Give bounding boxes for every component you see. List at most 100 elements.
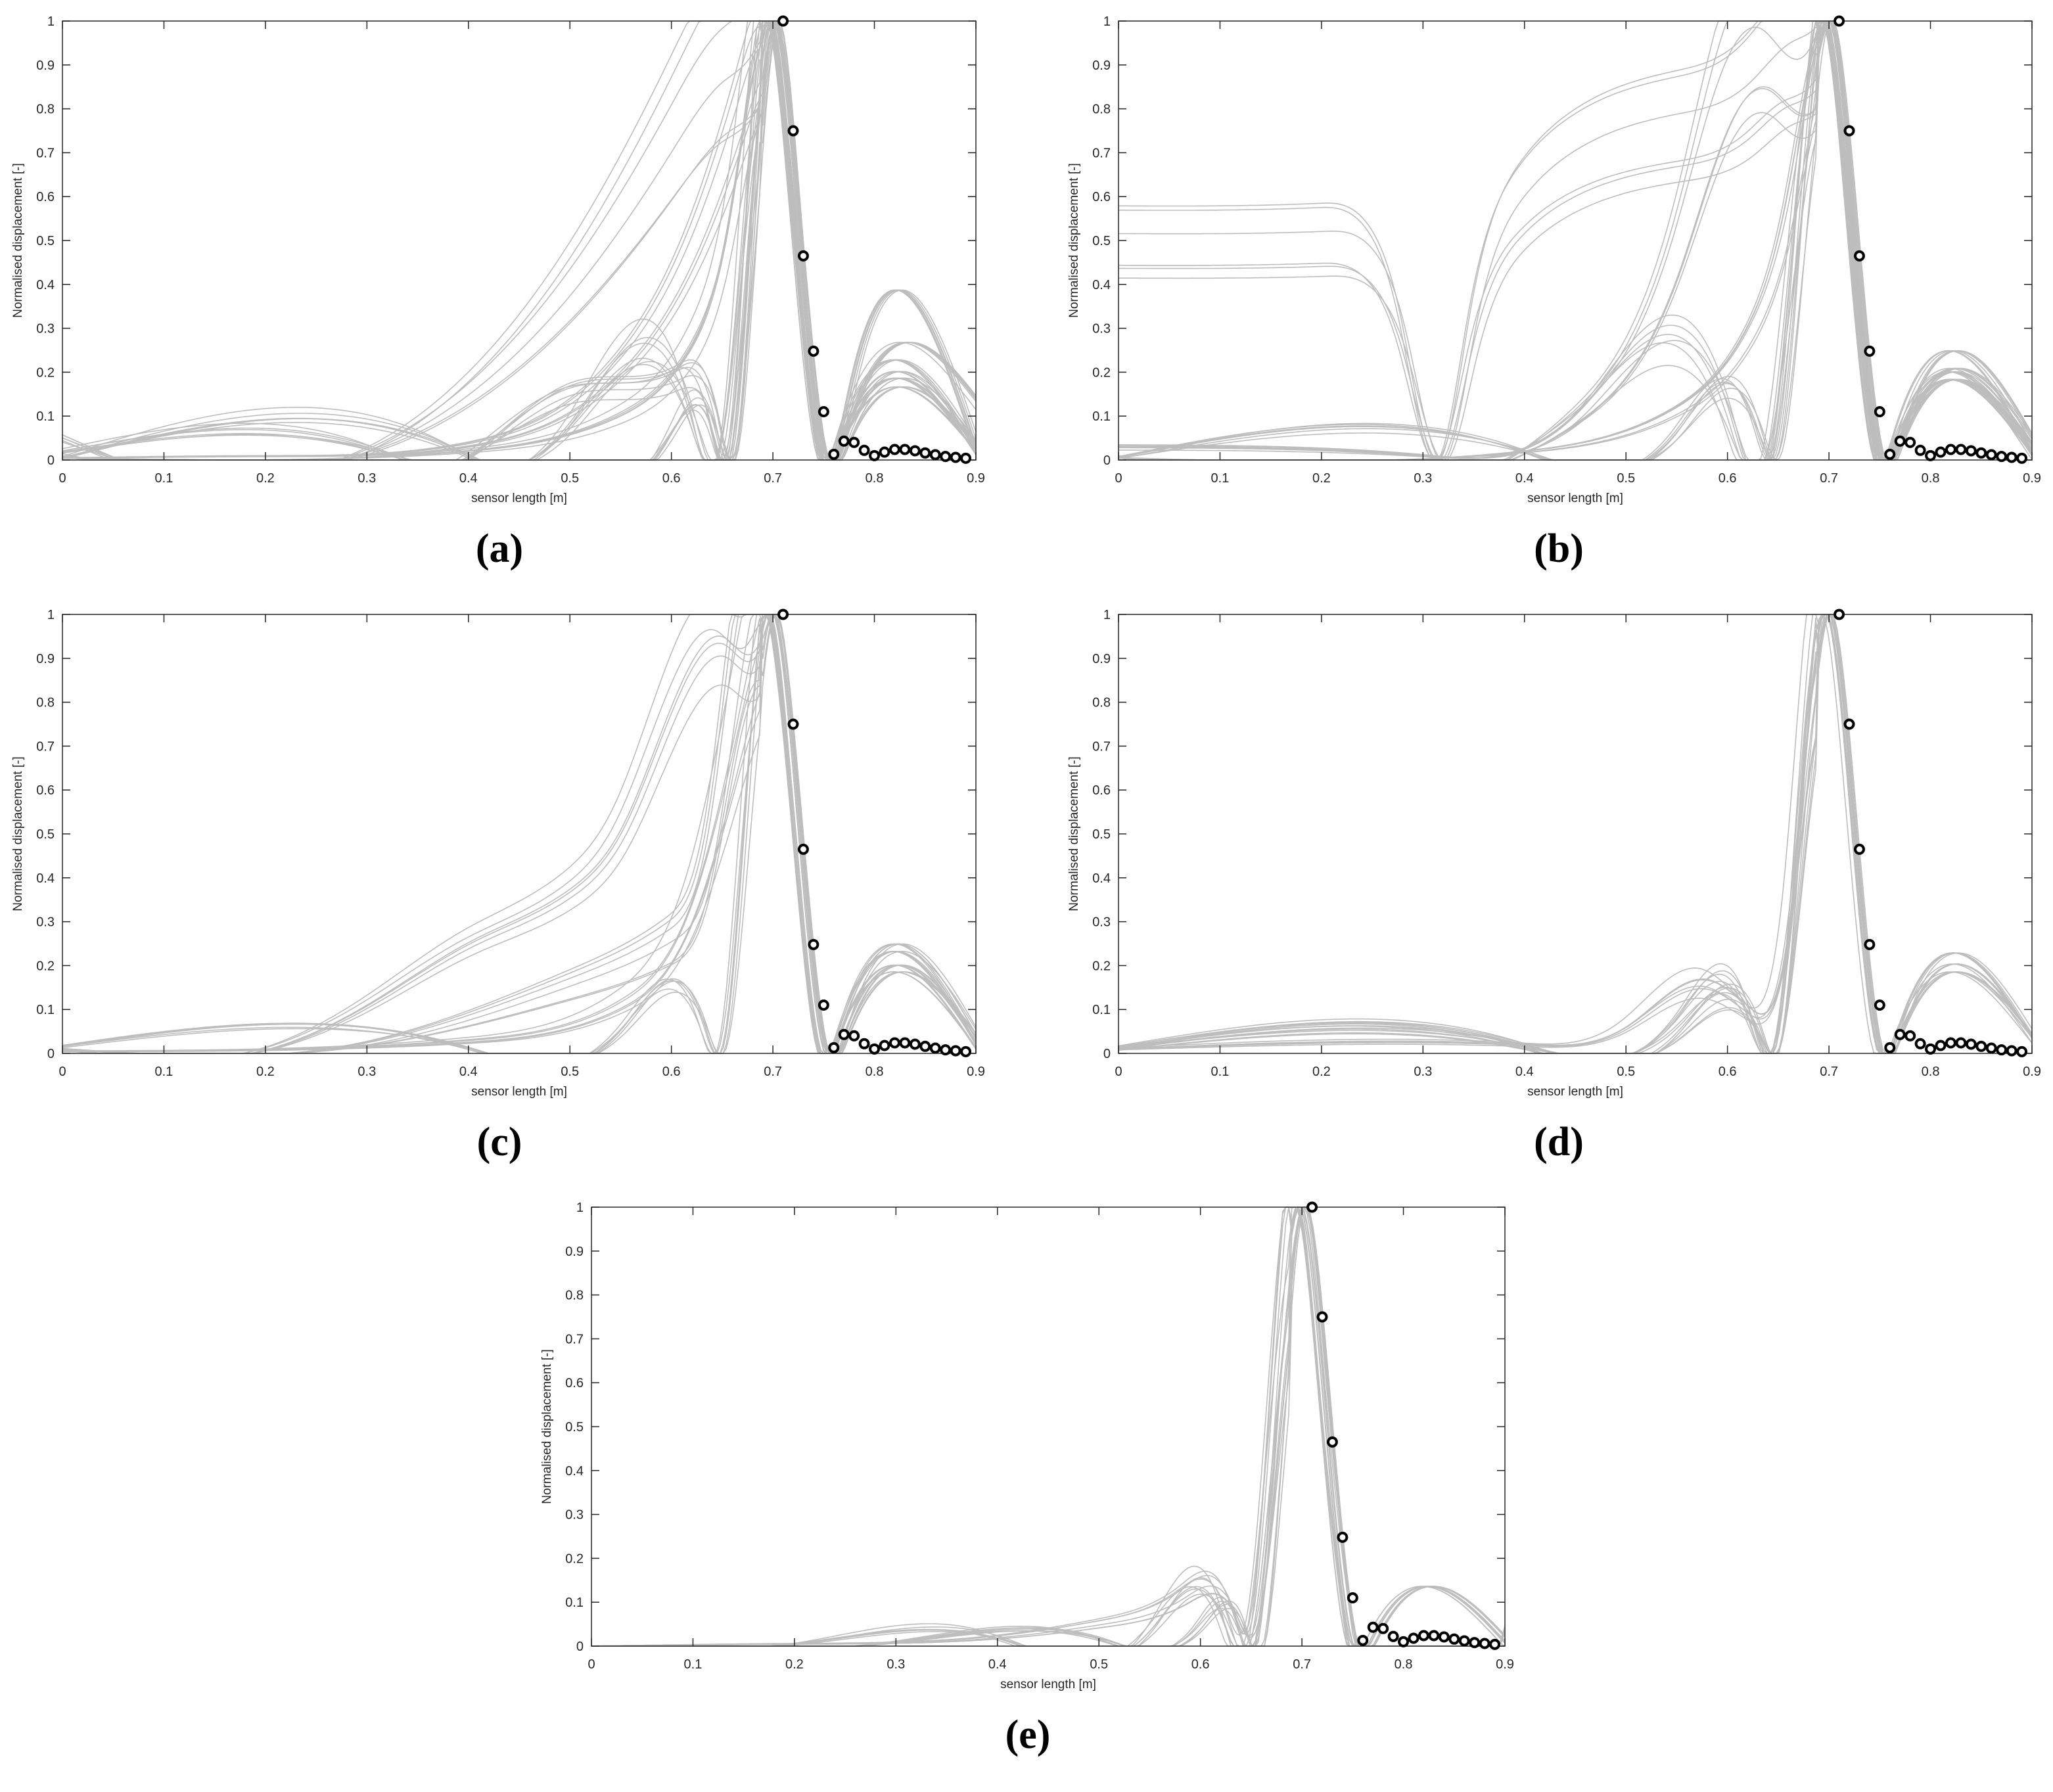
axes-box bbox=[591, 1206, 1506, 1647]
simulation-curve-3-6 bbox=[591, 1207, 1505, 1647]
measured-point bbox=[950, 451, 961, 463]
simulation-curves bbox=[591, 1206, 1505, 1647]
x-tick-label: 0.1 bbox=[155, 1065, 173, 1079]
simulation-curve-4-6 bbox=[62, 20, 976, 461]
axes-box bbox=[62, 20, 977, 461]
measured-point bbox=[929, 1042, 941, 1054]
measured-point bbox=[1996, 451, 2008, 463]
simulation-curves bbox=[62, 20, 976, 461]
y-tick-label: 0.6 bbox=[565, 1376, 584, 1390]
simulation-curve-6-4 bbox=[62, 20, 976, 461]
simulation-curve-4-3 bbox=[1119, 20, 2032, 461]
measured-point bbox=[848, 436, 860, 448]
measured-point bbox=[1367, 1621, 1379, 1633]
simulation-curve-5-2 bbox=[1119, 20, 2032, 461]
measured-point bbox=[940, 451, 952, 463]
measured-point bbox=[1894, 1028, 1906, 1040]
y-tick-label: 0.1 bbox=[1092, 1003, 1111, 1017]
measured-point bbox=[1985, 449, 1997, 461]
y-tick-label: 0 bbox=[576, 1640, 584, 1654]
measured-point bbox=[858, 1038, 870, 1049]
simulation-curve-5-4 bbox=[62, 20, 976, 461]
y-tick-label: 1 bbox=[576, 1201, 584, 1215]
simulation-curve-2-5 bbox=[62, 614, 976, 1054]
measured-point bbox=[2016, 452, 2028, 464]
simulation-curve-5-5 bbox=[62, 20, 976, 461]
simulation-curve-1-2 bbox=[62, 20, 976, 461]
y-tick-label: 0.9 bbox=[1092, 652, 1111, 666]
simulation-curve-5-3 bbox=[1119, 20, 2032, 461]
y-tick-label: 0.4 bbox=[1092, 278, 1111, 292]
measured-point bbox=[797, 843, 809, 855]
simulation-curve-2-2 bbox=[1119, 20, 2032, 461]
simulation-curve-3-1 bbox=[62, 614, 976, 1054]
measured-point bbox=[1955, 444, 1967, 455]
simulation-curve-1-1 bbox=[591, 1206, 1505, 1647]
x-tick-label: 0.1 bbox=[155, 471, 173, 486]
measured-point bbox=[1448, 1633, 1460, 1645]
axes-box bbox=[1118, 20, 2033, 461]
simulation-curve-3-1 bbox=[1119, 614, 2032, 1054]
measured-point bbox=[1357, 1634, 1369, 1646]
simulation-curve-1-4 bbox=[1119, 614, 2032, 1054]
panel-label: (a) bbox=[476, 526, 523, 571]
simulation-curve-2-1 bbox=[1119, 20, 2032, 461]
simulation-curve-1-5 bbox=[1119, 614, 2032, 1054]
x-tick-label: 0.5 bbox=[1090, 1657, 1108, 1672]
x-tick-label: 0.6 bbox=[662, 1065, 681, 1079]
simulation-curve-3-4 bbox=[1119, 613, 2032, 1054]
x-tick-label: 0.2 bbox=[1312, 471, 1331, 486]
measured-point bbox=[919, 447, 931, 459]
x-tick-label: 0.6 bbox=[1719, 471, 1737, 486]
simulation-curve-1-6 bbox=[62, 20, 976, 461]
x-axis-label: sensor length [m] bbox=[1527, 492, 1623, 505]
simulation-curve-2-5 bbox=[1119, 614, 2032, 1054]
simulation-curve-1-2 bbox=[1119, 20, 2032, 461]
simulation-curve-1-5 bbox=[62, 614, 976, 1054]
x-axis-label: sensor length [m] bbox=[471, 1085, 567, 1099]
simulation-curve-3-3 bbox=[1119, 614, 2032, 1054]
x-tick-label: 0.1 bbox=[1211, 471, 1230, 486]
y-tick-label: 1 bbox=[1103, 608, 1111, 622]
simulation-curve-4-5 bbox=[62, 614, 976, 1054]
simulation-curve-1-3 bbox=[1119, 614, 2032, 1054]
measured-point bbox=[1853, 843, 1865, 855]
measured-point bbox=[818, 406, 829, 418]
x-tick-label: 0.5 bbox=[1617, 1065, 1635, 1079]
simulation-curve-1-3 bbox=[62, 20, 976, 461]
x-tick-label: 0.1 bbox=[1211, 1065, 1230, 1079]
panel-label: (d) bbox=[1534, 1120, 1584, 1164]
y-tick-label: 0.1 bbox=[565, 1596, 584, 1610]
y-tick-label: 0.7 bbox=[565, 1332, 584, 1346]
x-tick-label: 0.7 bbox=[764, 471, 782, 486]
y-tick-label: 0.5 bbox=[36, 827, 55, 842]
measured-point bbox=[1935, 446, 1947, 458]
measured-point bbox=[1479, 1638, 1490, 1649]
measured-point bbox=[919, 1040, 931, 1052]
simulation-curve-2-6 bbox=[591, 1206, 1505, 1647]
simulation-curve-3-4 bbox=[62, 20, 976, 461]
simulation-curve-4-1 bbox=[1119, 20, 2032, 461]
y-tick-label: 0.2 bbox=[565, 1551, 584, 1566]
y-tick-label: 0.1 bbox=[1092, 409, 1111, 424]
measured-point bbox=[1945, 444, 1956, 455]
simulation-curve-4-5 bbox=[62, 20, 976, 461]
measured-point bbox=[899, 444, 911, 455]
measured-point bbox=[787, 718, 799, 730]
y-tick-label: 0.8 bbox=[36, 103, 55, 117]
y-tick-label: 0.3 bbox=[36, 915, 55, 930]
measured-points bbox=[1834, 15, 2028, 464]
simulation-curve-1-6 bbox=[62, 614, 976, 1054]
simulation-curve-2-3 bbox=[62, 614, 976, 1054]
y-tick-label: 0.8 bbox=[1092, 696, 1111, 710]
y-tick-label: 0.9 bbox=[565, 1245, 584, 1259]
x-tick-label: 0.7 bbox=[1293, 1657, 1311, 1672]
simulation-curve-1-4 bbox=[591, 1206, 1505, 1647]
simulation-curve-4-1 bbox=[62, 21, 976, 461]
panel-label: (e) bbox=[1005, 1712, 1051, 1757]
y-tick-label: 0.5 bbox=[36, 234, 55, 248]
measured-point bbox=[1955, 1037, 1967, 1049]
simulation-curve-2-1 bbox=[591, 1206, 1505, 1647]
measured-point bbox=[1884, 448, 1896, 460]
